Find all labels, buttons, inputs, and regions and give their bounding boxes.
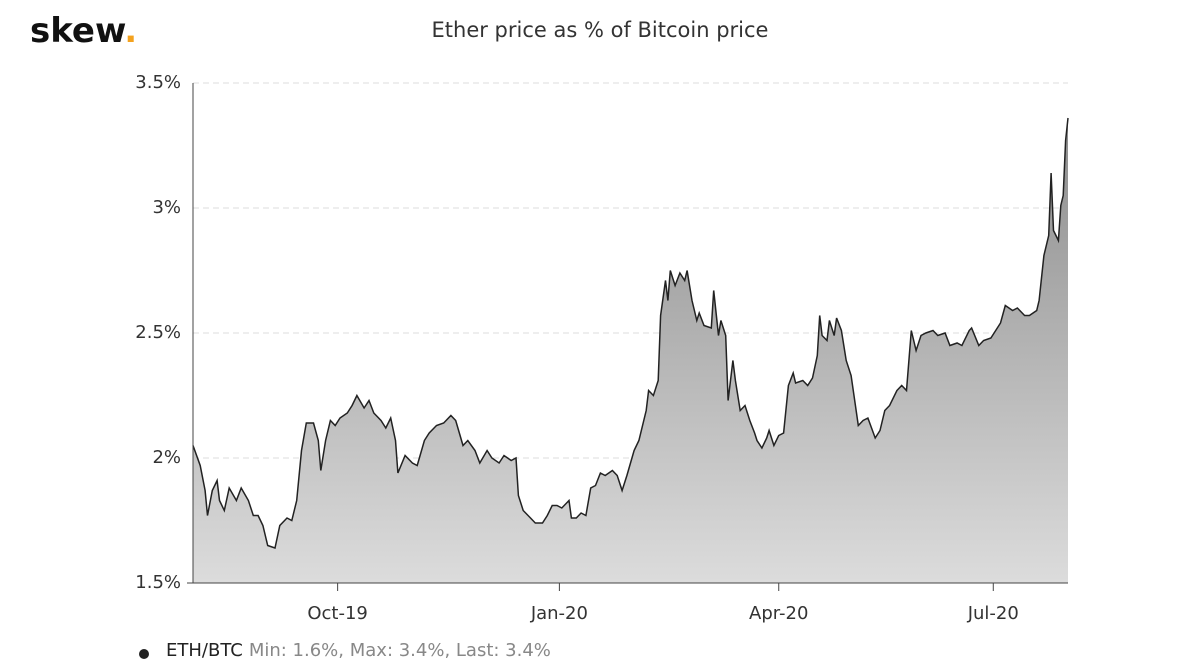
y-tick-label: 2.5%: [135, 322, 181, 343]
logo-text: skew: [30, 11, 126, 51]
x-tick-label: Jan-20: [530, 603, 588, 624]
legend-name: ETH/BTC: [166, 640, 243, 661]
x-tick-label: Oct-19: [307, 603, 368, 624]
y-tick-label: 1.5%: [135, 572, 181, 593]
logo-dot: .: [124, 11, 137, 51]
legend-marker: [139, 649, 149, 659]
logo: skew.: [30, 11, 137, 51]
legend-entry: ETH/BTC Min: 1.6%, Max: 3.4%, Last: 3.4%: [166, 640, 551, 661]
x-tick-label: Apr-20: [749, 603, 808, 624]
line: [192, 117, 1069, 549]
y-tick-label: 3%: [152, 197, 181, 218]
y-tick-label: 2%: [152, 447, 181, 468]
legend-stats: Min: 1.6%, Max: 3.4%, Last: 3.4%: [249, 640, 551, 661]
y-tick-label: 3.5%: [135, 72, 181, 93]
area-fill: [193, 118, 1068, 583]
chart-title: Ether price as % of Bitcoin price: [432, 18, 769, 42]
x-tick-label: Jul-20: [967, 603, 1019, 624]
